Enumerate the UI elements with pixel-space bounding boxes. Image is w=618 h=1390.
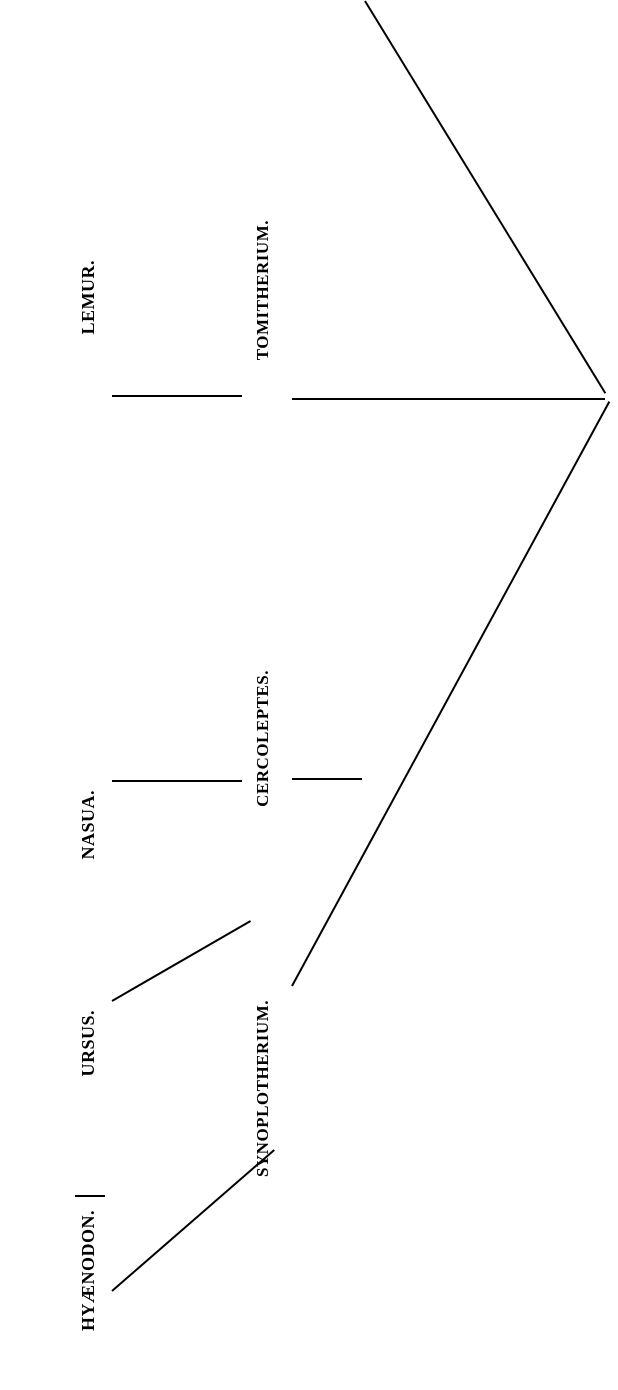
label-cercoleptes: CERCOLEPTES.: [253, 670, 273, 807]
line-nasua-cercoleptes: [112, 780, 242, 782]
line-ursus-synoplotherium: [112, 920, 252, 1002]
line-lemur-tomitherium: [112, 395, 242, 397]
line-synoplotherium-convergence: [291, 401, 610, 986]
label-tomitherium: TOMITHERIUM.: [253, 220, 273, 360]
line-cercoleptes-gap: [292, 778, 362, 780]
label-nasua: NASUA.: [78, 790, 99, 860]
line-hyaenodon-synoplotherium: [111, 1149, 275, 1292]
label-hyaenodon: HYÆNODON.: [78, 1210, 99, 1331]
separator-hyaenodon-ursus: [75, 1195, 105, 1197]
label-ursus: URSUS.: [78, 1010, 99, 1077]
line-tomitherium-convergence: [292, 398, 605, 400]
line-convergence-upper: [364, 0, 606, 393]
label-lemur: LEMUR.: [78, 260, 99, 335]
